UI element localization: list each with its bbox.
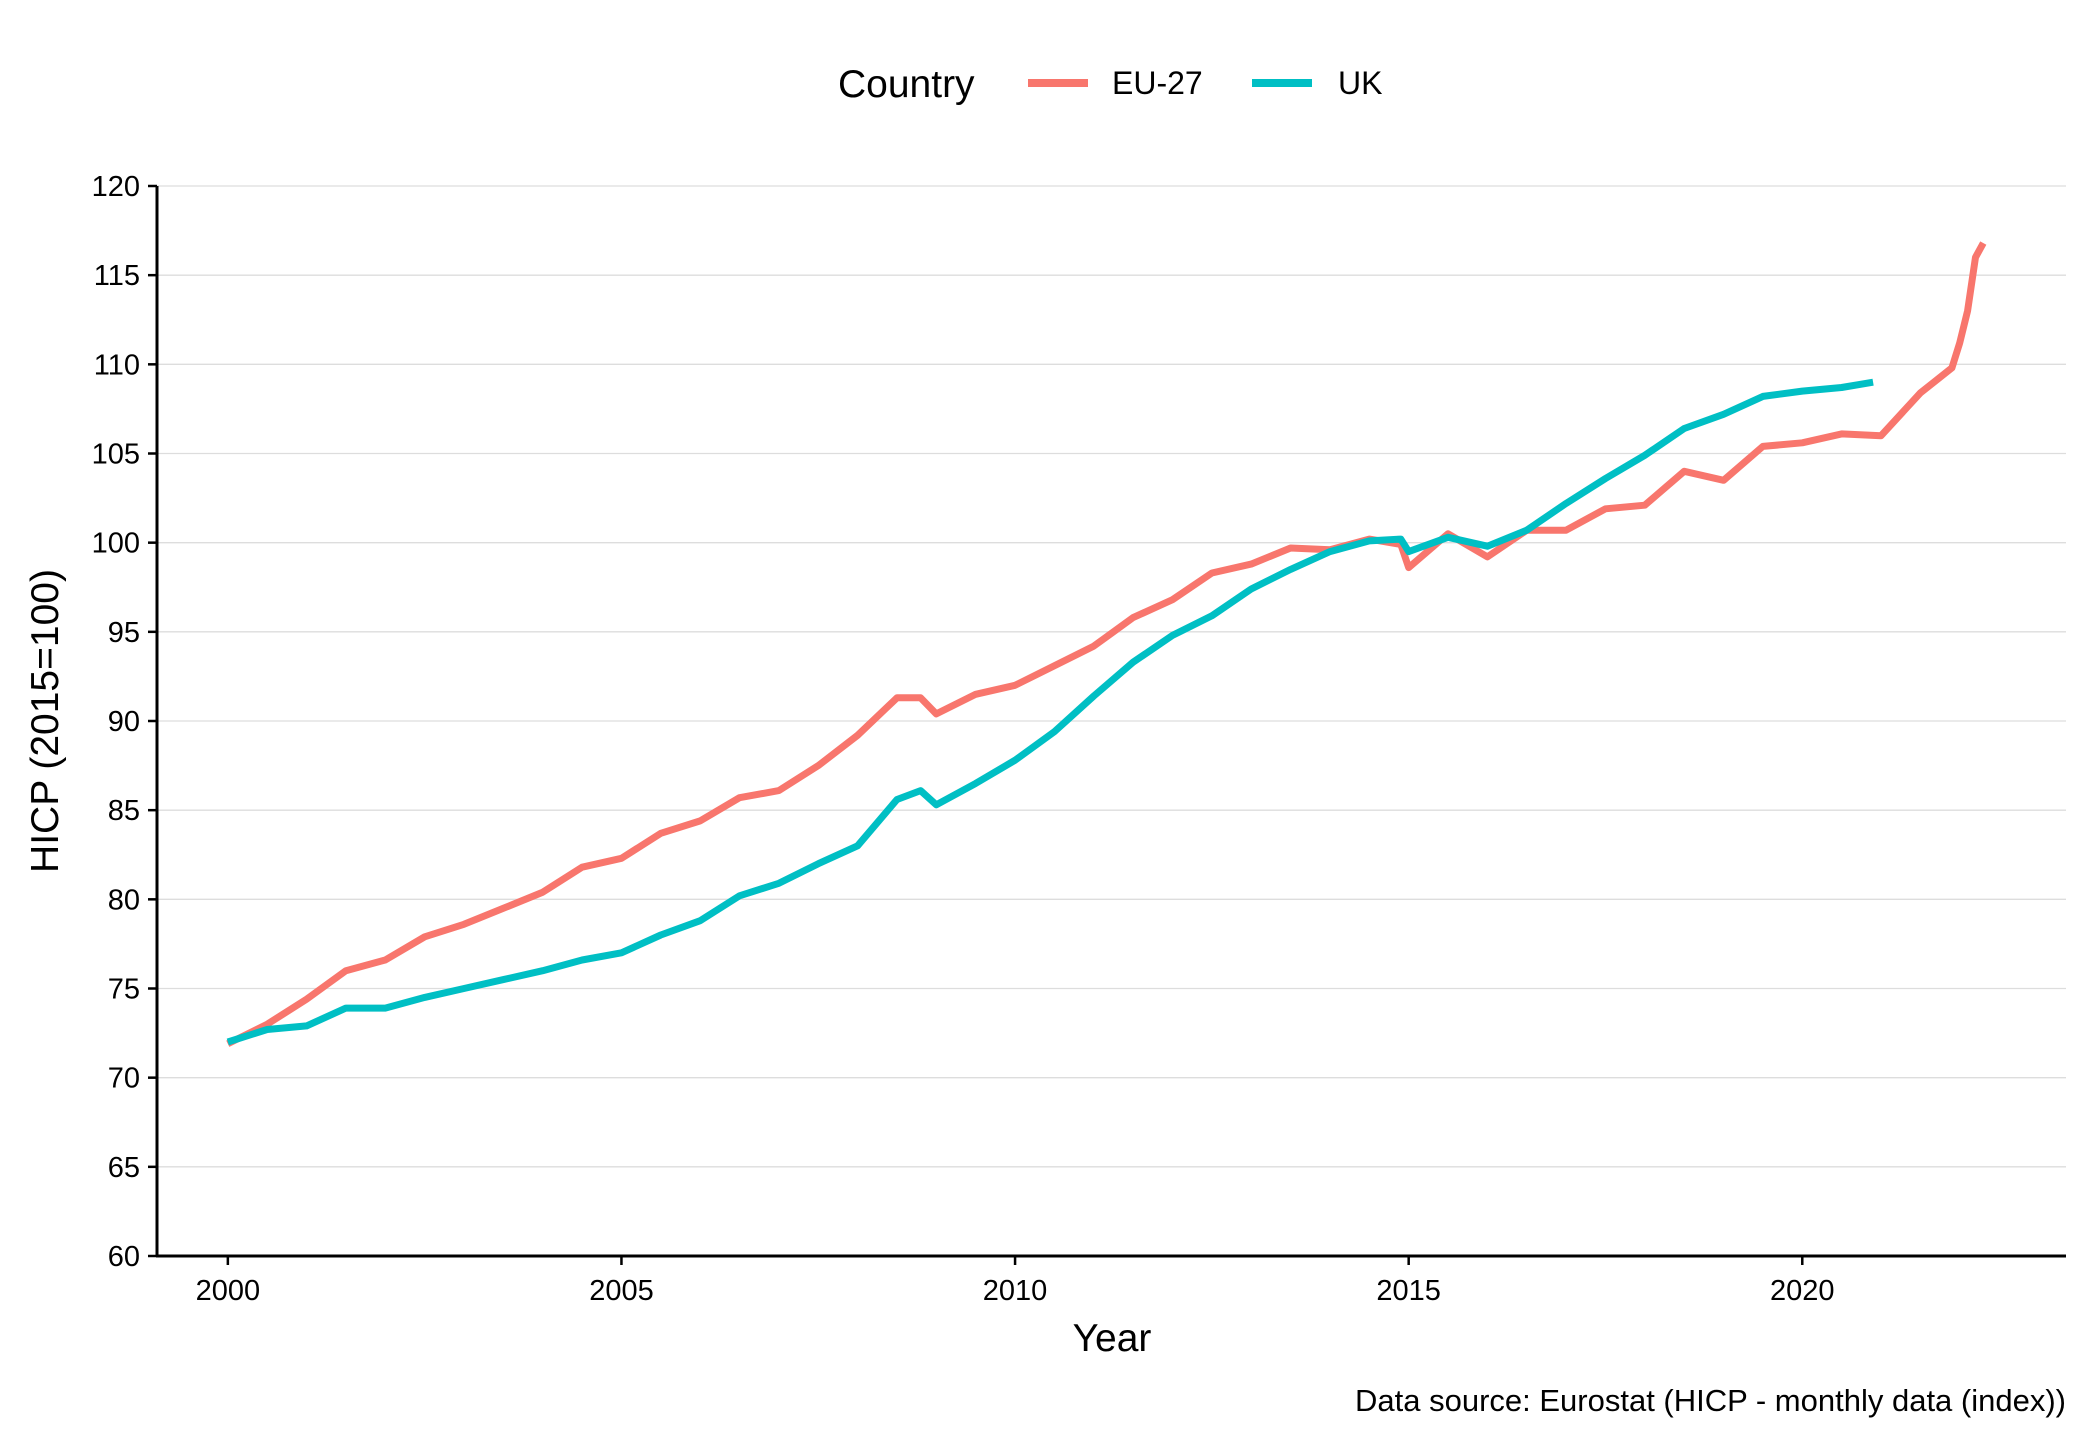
y-tick-label-115: 115: [94, 260, 140, 292]
legend-label-eu27: EU-27: [1112, 65, 1203, 101]
y-tick-label-80: 80: [108, 884, 140, 916]
x-tick-label-2000: 2000: [196, 1275, 261, 1307]
x-axis-title: Year: [1073, 1317, 1152, 1360]
x-tick-label-2020: 2020: [1770, 1275, 1835, 1307]
y-axis-title: HICP (2015=100): [24, 569, 67, 873]
y-tick-label-110: 110: [94, 349, 140, 381]
gridlines: [157, 185, 2066, 1257]
y-tick-label-95: 95: [108, 617, 140, 649]
legend-title: Country: [838, 63, 975, 106]
ticks: 60 65 70 75 80 85 90 95 100 105 110 115 120 2000 2005 2…: [92, 171, 1835, 1307]
y-tick-label-85: 85: [108, 795, 140, 827]
x-tick-label-2005: 2005: [589, 1275, 654, 1307]
y-tick-label-75: 75: [108, 974, 140, 1006]
x-tick-label-2015: 2015: [1376, 1275, 1441, 1307]
y-tick-label-65: 65: [108, 1152, 140, 1184]
y-tick-label-120: 120: [92, 171, 140, 203]
series-line-eu27: [226, 241, 1987, 1047]
y-tick-label-100: 100: [92, 528, 140, 560]
legend-label-uk: UK: [1338, 65, 1382, 101]
legend: Country EU-27 UK: [838, 63, 1382, 106]
y-tick-label-105: 105: [92, 439, 140, 471]
y-tick-label-60: 60: [108, 1241, 140, 1273]
y-tick-label-90: 90: [108, 706, 140, 738]
y-tick-label-70: 70: [108, 1063, 140, 1095]
data-source-caption: Data source: Eurostat (HICP - monthly da…: [1355, 1383, 2066, 1418]
x-tick-label-2010: 2010: [983, 1275, 1048, 1307]
series-line-uk: [226, 378, 1874, 1046]
series-lines: [226, 241, 1987, 1047]
